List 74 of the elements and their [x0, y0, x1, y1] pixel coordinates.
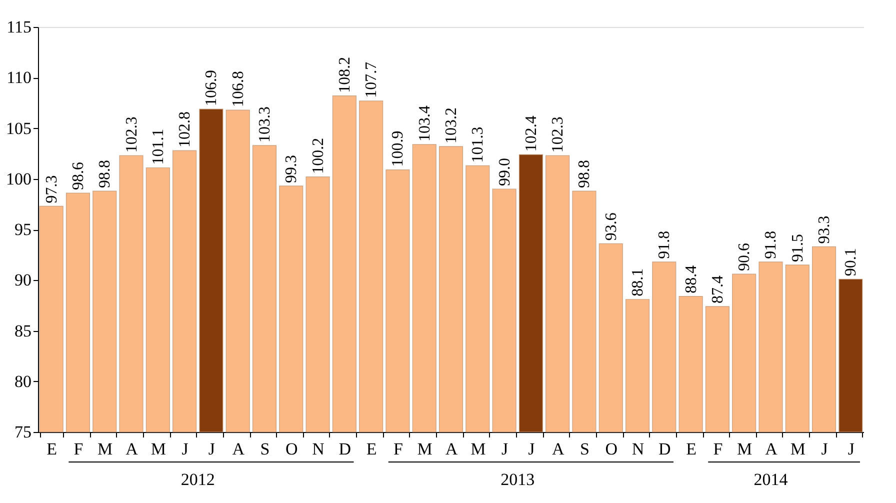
data-label: 88.4 [682, 265, 700, 294]
data-label: 88.1 [630, 268, 647, 296]
x-tick-label: J [182, 440, 189, 458]
x-tick-label: A [765, 440, 778, 458]
x-tick-label: A [552, 440, 565, 458]
data-label: 102.8 [176, 112, 194, 148]
data-label: 90.1 [842, 248, 860, 276]
data-label: 87.4 [709, 275, 726, 304]
x-tick-label: M [150, 440, 166, 458]
data-label: 99.3 [283, 154, 300, 183]
x-tick-label: N [312, 440, 324, 458]
data-label: 107.7 [363, 62, 380, 98]
data-label: 91.5 [789, 234, 806, 262]
x-tick-label: E [366, 440, 377, 458]
data-label: 93.3 [816, 216, 834, 244]
data-label: 102.3 [123, 116, 140, 153]
x-tick-label: M [417, 440, 432, 458]
x-tick-label: M [790, 440, 806, 458]
text: 2013 [500, 470, 535, 489]
text: 2012 [180, 470, 215, 489]
x-tick-label: A [445, 440, 458, 458]
x-tick-label: M [470, 440, 486, 458]
x-tick-label: J [821, 440, 828, 458]
x-tick-label: D [658, 440, 671, 458]
data-label: 100.9 [390, 130, 407, 167]
data-label: 106.8 [230, 71, 247, 108]
data-label: 91.8 [762, 230, 780, 259]
x-tick-label: J [501, 440, 508, 458]
x-tick-label: E [686, 440, 696, 458]
data-label: 101.1 [150, 128, 167, 165]
y-tick-label: 75 [14, 422, 32, 442]
x-tick-label: O [605, 440, 618, 458]
x-tick-label: M [98, 440, 113, 458]
data-label: 100.2 [310, 138, 327, 174]
text: 2014 [754, 470, 788, 489]
x-tick-label: S [580, 440, 590, 458]
y-tick-label: 85 [14, 321, 32, 340]
x-tick-label: A [126, 440, 139, 458]
y-tick-label: 80 [14, 372, 32, 391]
y-tick-label: 115 [6, 18, 32, 36]
x-tick-label: N [632, 440, 644, 458]
data-label: 98.8 [96, 160, 114, 188]
data-label: 103.3 [256, 106, 274, 142]
x-tick-label: J [528, 440, 536, 458]
x-tick-label: F [74, 440, 84, 458]
x-tick-label: F [393, 440, 403, 458]
data-label: 93.6 [602, 212, 620, 241]
x-tick-label: M [737, 440, 752, 458]
data-label: 97.3 [43, 175, 60, 204]
data-label: 101.3 [470, 126, 487, 163]
data-label: 103.4 [416, 105, 434, 142]
data-label: 99.0 [496, 158, 514, 186]
x-tick-label: F [713, 440, 723, 458]
data-label: 91.8 [656, 230, 674, 259]
data-label: 90.6 [736, 243, 754, 272]
data-label: 106.9 [203, 70, 220, 106]
data-label: 103.2 [443, 107, 460, 144]
x-tick-label: J [208, 440, 216, 458]
data-label: 98.6 [70, 162, 87, 190]
x-tick-label: O [285, 440, 298, 458]
x-tick-label: J [848, 440, 855, 458]
y-tick-label: 105 [6, 118, 32, 138]
x-tick-label: A [232, 440, 246, 458]
y-tick-label: 95 [14, 220, 32, 239]
data-label: 102.3 [550, 116, 567, 153]
x-tick-label: S [260, 440, 270, 458]
y-tick-label: 100 [6, 169, 32, 188]
y-tick-label: 90 [14, 270, 32, 290]
data-label: 108.2 [336, 56, 354, 93]
data-label: 102.4 [522, 116, 540, 152]
x-tick-label: D [338, 440, 352, 458]
y-tick-label: 110 [6, 68, 32, 88]
x-tick-label: E [46, 440, 58, 458]
data-label: 98.8 [576, 160, 594, 188]
